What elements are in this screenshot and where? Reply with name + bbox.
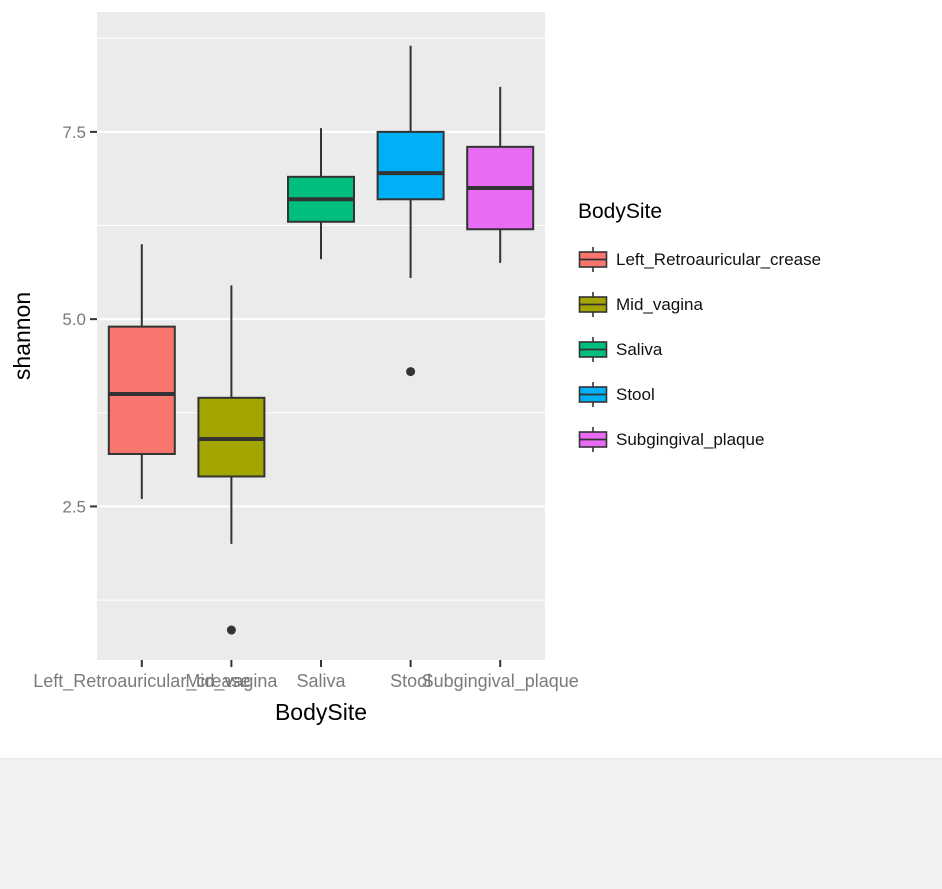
legend-label: Stool (616, 384, 655, 404)
legend-label: Mid_vagina (616, 294, 703, 314)
legend-key-boxplot-icon (578, 247, 608, 272)
x-axis-title: BodySite (275, 699, 367, 725)
x-tick-label: Stool (390, 671, 431, 691)
legend-label: Subgingival_plaque (616, 429, 765, 449)
legend: BodySite Left_Retroauricular_crease Mid_… (578, 200, 821, 471)
y-tick-label: 5.0 (62, 310, 86, 329)
legend-title: BodySite (578, 200, 663, 223)
plot-layers: 2.5 5.0 7.5 Left_Retroauricular_creaseMid_v… (33, 12, 579, 692)
box-Stool (376, 130, 445, 201)
x-tick-label: Mid_vagina (185, 671, 278, 692)
box-Left_Retroauricular_crease (107, 325, 176, 455)
x-tick-label: Saliva (296, 671, 346, 691)
boxplot-figure: 2.5 5.0 7.5 Left_Retroauricular_crease Mid_v… (9, 12, 821, 725)
outlier-point (406, 367, 416, 377)
y-tick-label: 2.5 (62, 497, 86, 516)
legend-item: Mid_vagina (578, 291, 821, 318)
legend-key-boxplot-icon (578, 337, 608, 362)
x-tick-label: Subgingival_plaque (422, 671, 579, 692)
bottom-gray-panel (0, 758, 942, 889)
outlier-point (226, 625, 236, 635)
legend-key-boxplot-icon (578, 292, 608, 317)
y-axis-title: shannon (9, 292, 35, 380)
legend-item: Subgingival_plaque (578, 426, 821, 453)
boxplot-chart: 2.5 5.0 7.5 Left_Retroauricular_creaseMid_v… (9, 12, 579, 725)
legend-key-boxplot-icon (578, 427, 608, 452)
x-tick-label: Left_Retroauricular_crease (33, 671, 250, 692)
legend-label: Left_Retroauricular_crease (616, 249, 822, 269)
legend-item: Left_Retroauricular_crease (578, 246, 821, 273)
legend-item: Stool (578, 381, 821, 408)
legend-item: Saliva (578, 336, 821, 363)
legend-key-boxplot-icon (578, 382, 608, 407)
legend-label: Saliva (616, 339, 663, 359)
y-tick-label: 7.5 (62, 123, 86, 142)
